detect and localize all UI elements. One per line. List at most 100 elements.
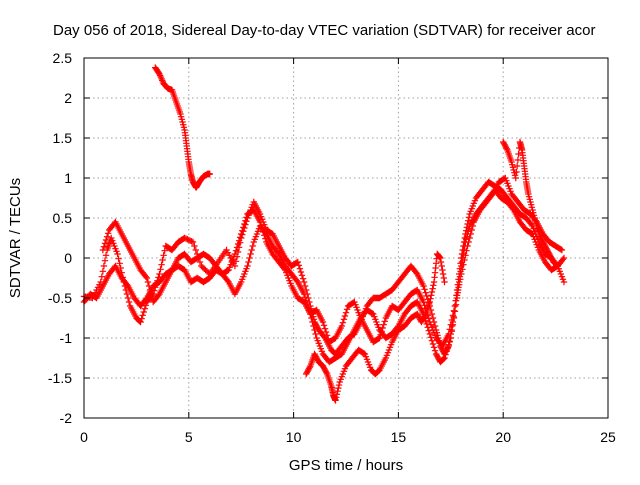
data-point [438,262,445,270]
data-point [323,369,330,376]
tick-layer: 0 5 10 15 20 25 -2 -1.5 -1 -0.5 0 0.5 1 1.5 2 2.5 [48,50,616,445]
data-point [335,381,343,389]
data-point [138,315,145,322]
data-point [446,338,453,345]
data-point [467,230,474,238]
data-point [245,258,252,266]
data-point [427,334,435,341]
data-point [262,235,269,242]
y-tick-label: 0 [64,250,72,266]
data-point [186,237,194,244]
data-point [339,319,347,326]
data-point [443,348,450,355]
x-tick-label: 0 [80,429,88,445]
data-point [557,246,565,253]
data-point [231,262,239,270]
data-point [206,170,213,178]
data-point [528,221,535,228]
data-point [421,286,428,293]
data-point [431,347,439,354]
data-point [440,274,448,282]
series-track-3 [99,174,566,350]
data-point [100,243,108,250]
data-point [430,344,438,351]
x-axis-label: GPS time / hours [289,457,403,474]
data-point [369,310,376,317]
data-point [376,334,383,342]
series-track-4 [152,64,213,191]
data-point [374,368,382,375]
data-point [182,235,190,242]
data-point [448,316,456,324]
data-point [156,270,163,278]
data-point [322,328,330,336]
data-point [155,292,162,299]
data-point [439,266,446,274]
data-point [503,145,510,152]
data-point [280,265,288,272]
data-point [240,224,247,231]
x-tick-label: 5 [185,429,193,445]
data-point [458,270,465,278]
data-point [377,331,384,338]
data-point [513,162,521,170]
series-track-1 [80,178,568,358]
data-point [460,261,467,268]
data-point [235,237,243,244]
data-point [558,246,566,254]
data-point [143,274,151,282]
data-point [297,268,305,276]
data-point [451,302,459,310]
data-point [139,312,146,319]
data-point [115,255,122,262]
y-tick-label: -1.5 [48,370,72,386]
data-point [306,364,313,371]
data-point [298,272,306,279]
data-point [513,168,520,176]
data-point [465,238,472,246]
data-point [123,281,131,288]
data-point [231,250,239,258]
data-point [422,289,429,296]
data-point [442,351,449,358]
data-point [98,273,106,280]
data-point [99,268,107,275]
data-point [428,337,436,344]
x-tick-label: 15 [391,429,407,445]
data-point [469,222,477,230]
data-point [343,306,351,313]
data-point [468,226,475,234]
data-point [249,242,256,250]
data-point [257,222,265,229]
data-point [420,282,427,290]
data-point [333,394,340,401]
data-point [137,318,144,326]
data-point [380,321,387,328]
data-point [333,391,341,398]
data-point [189,238,197,246]
data-point [321,325,329,332]
data-point [332,397,339,404]
data-point [428,288,436,296]
data-point [461,256,468,264]
data-point [378,328,385,335]
data-point [428,310,436,318]
data-point [261,232,268,239]
data-point [445,330,452,338]
data-point [142,296,150,303]
data-point [104,230,112,237]
x-tick-label: 25 [600,429,616,445]
data-point [244,262,251,270]
y-tick-label: 2.5 [53,50,73,66]
data-point [441,278,448,286]
data-point [449,312,457,319]
data-point [341,312,349,320]
data-point [430,282,437,289]
data-point [184,236,191,243]
data-point [463,247,470,254]
data-point [196,258,204,266]
data-point [515,150,522,158]
data-point [340,316,348,323]
data-point [192,246,199,254]
x-tick-label: 10 [286,429,302,445]
